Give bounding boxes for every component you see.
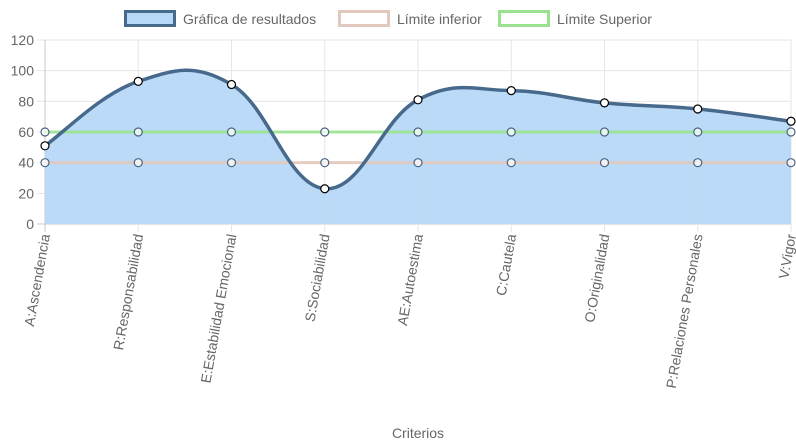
- lower-limit-point[interactable]: [786, 158, 796, 168]
- y-tick-label: 0: [26, 216, 34, 232]
- legend-label: Límite inferior: [397, 11, 482, 27]
- legend-label: Gráfica de resultados: [183, 11, 316, 27]
- upper-limit-point[interactable]: [599, 127, 610, 137]
- upper-limit-point[interactable]: [693, 127, 703, 137]
- x-axis-title: Criterios: [392, 425, 444, 441]
- results-point[interactable]: [693, 104, 703, 114]
- upper-limit-point[interactable]: [413, 127, 423, 137]
- lower-limit-point[interactable]: [133, 158, 143, 168]
- points-layer: [40, 76, 796, 194]
- lower-limit-point[interactable]: [599, 158, 610, 168]
- x-tick-label: A:Ascendencia: [21, 233, 53, 328]
- y-axis-ticks: 0 20 40 60 80 100 120: [11, 32, 35, 232]
- y-tick-label: 80: [18, 93, 34, 109]
- lower-limit-point[interactable]: [413, 158, 423, 168]
- lower-limit-point[interactable]: [40, 158, 50, 168]
- x-tick-label: S:Sociabilidad: [302, 233, 333, 323]
- upper-limit-point[interactable]: [786, 127, 796, 137]
- area-layer: [45, 70, 791, 224]
- y-tick-label: 60: [18, 124, 34, 140]
- y-tick-label: 100: [11, 63, 35, 79]
- legend-item-upper-limit[interactable]: Límite Superior: [498, 10, 653, 27]
- upper-limit-point[interactable]: [226, 127, 237, 137]
- legend-swatch: [338, 10, 390, 27]
- lower-limit-point[interactable]: [226, 158, 237, 168]
- upper-limit-point[interactable]: [133, 127, 143, 137]
- results-point[interactable]: [320, 184, 330, 194]
- results-point[interactable]: [40, 141, 50, 151]
- lower-limit-point[interactable]: [693, 158, 703, 168]
- legend: Gráfica de resultados Límite inferior Lími…: [124, 10, 653, 27]
- legend-swatch: [498, 10, 550, 27]
- results-point[interactable]: [413, 95, 423, 105]
- upper-limit-point[interactable]: [40, 127, 50, 137]
- x-tick-label: P:Relaciones Personales: [663, 233, 706, 390]
- lower-limit-point[interactable]: [506, 158, 516, 168]
- results-line: [43, 68, 793, 191]
- legend-item-lower-limit[interactable]: Límite inferior: [338, 10, 483, 27]
- upper-limit-point[interactable]: [320, 127, 330, 137]
- upper-limit-point[interactable]: [506, 127, 516, 137]
- y-tick-label: 120: [11, 32, 35, 48]
- y-tick-label: 20: [18, 185, 34, 201]
- x-tick-label: E:Estabilidad Emocional: [197, 233, 239, 384]
- results-point[interactable]: [133, 76, 143, 87]
- legend-label: Límite Superior: [557, 11, 652, 27]
- legend-item-results[interactable]: Gráfica de resultados: [124, 10, 317, 27]
- lower-limit-point[interactable]: [320, 158, 330, 168]
- results-point[interactable]: [506, 85, 516, 96]
- results-point[interactable]: [786, 116, 796, 126]
- x-tick-label: O:Originalidad: [581, 233, 612, 324]
- results-point[interactable]: [599, 98, 610, 108]
- x-tick-label: V:Vigor: [775, 232, 796, 280]
- x-axis-ticks: A:Ascendencia R:Responsabilidad E:Estabili…: [21, 232, 796, 389]
- legend-swatch: [124, 10, 176, 27]
- x-tick-label: R:Responsabilidad: [110, 233, 146, 352]
- results-area: [45, 70, 791, 224]
- y-tick-label: 40: [18, 155, 34, 171]
- x-tick-label: C:Cautela: [493, 233, 520, 297]
- results-point[interactable]: [226, 79, 237, 90]
- x-tick-label: AE:Autoestima: [394, 233, 426, 327]
